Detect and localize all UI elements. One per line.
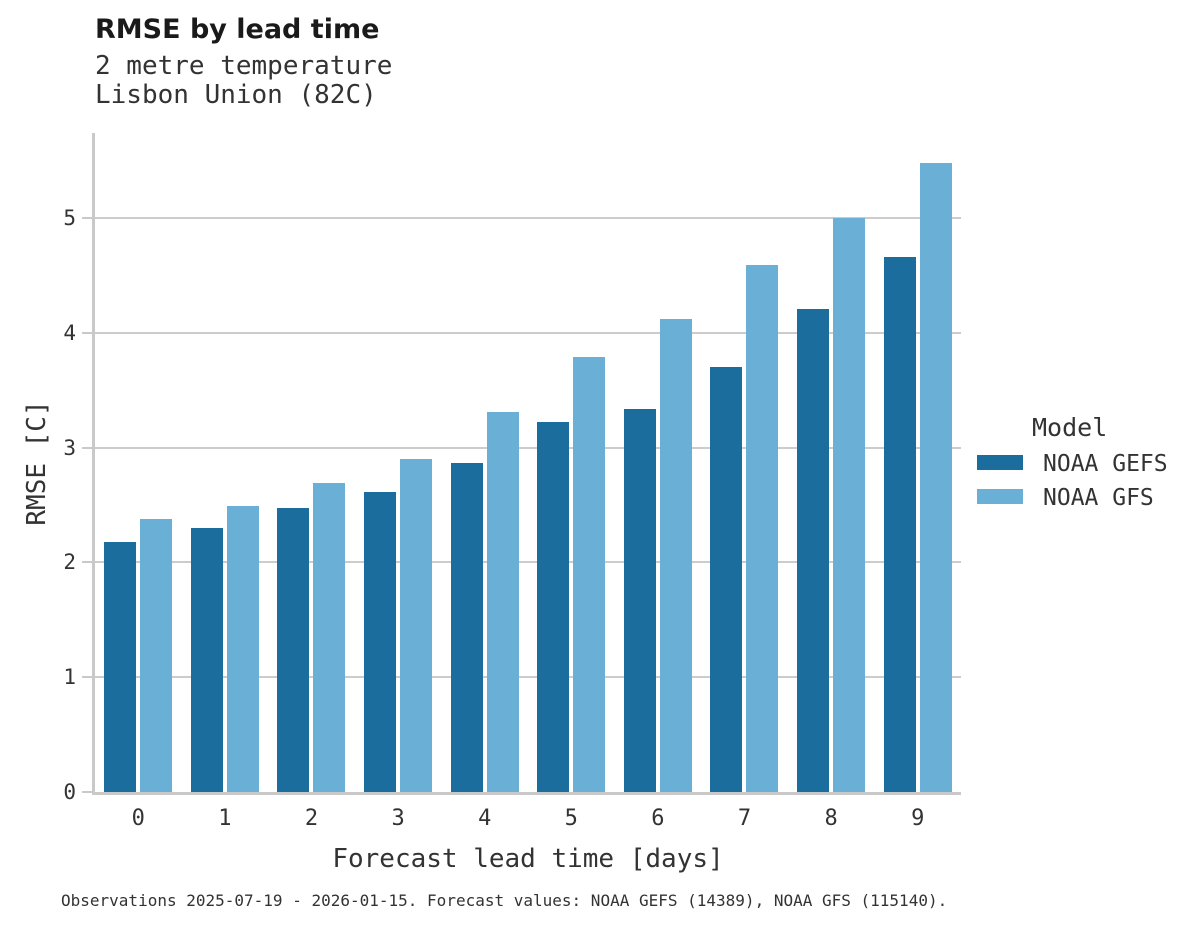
bar-group-day-9	[874, 133, 961, 792]
bar-group-day-2	[268, 133, 355, 792]
bar-group-day-4	[441, 133, 528, 792]
chart-title: RMSE by lead time	[95, 14, 380, 45]
plot-area	[82, 133, 961, 795]
bar-noaa-gefs-day-1	[190, 527, 223, 792]
gridline-y-2	[95, 561, 961, 564]
y-tick-label-5: 5	[63, 205, 76, 230]
y-tick-mark-1	[82, 676, 92, 679]
bar-noaa-gefs-day-5	[537, 422, 570, 792]
bar-noaa-gfs-day-3	[400, 459, 433, 792]
bar-groups	[95, 133, 961, 792]
legend-label-noaa-gefs: NOAA GEFS	[1043, 451, 1168, 477]
bar-group-day-1	[182, 133, 269, 792]
bar-noaa-gefs-day-6	[623, 408, 656, 792]
y-tick-mark-3	[82, 446, 92, 449]
legend-label-noaa-gfs: NOAA GFS	[1043, 485, 1154, 511]
bar-group-day-7	[701, 133, 788, 792]
x-axis-label: Forecast lead time [days]	[332, 844, 724, 874]
x-tick-label-0: 0	[131, 806, 145, 831]
bar-group-day-8	[788, 133, 875, 792]
bar-noaa-gefs-day-0	[104, 541, 137, 792]
y-tick-label-3: 3	[63, 435, 76, 460]
y-tick-label-2: 2	[63, 550, 76, 575]
y-tick-mark-5	[82, 216, 92, 219]
x-tick-label-3: 3	[391, 806, 405, 831]
x-tick-label-7: 7	[737, 806, 752, 831]
chart-subtitle-variable: 2 metre temperature	[95, 51, 393, 81]
gridline-y-1	[95, 676, 961, 679]
caption-text: Observations 2025-07-19 - 2026-01-15. Fo…	[61, 891, 948, 910]
bar-group-day-5	[528, 133, 615, 792]
y-axis-label: RMSE [C]	[22, 400, 52, 526]
x-tick-label-2: 2	[304, 806, 319, 831]
x-tick-label-8: 8	[824, 806, 838, 831]
x-tick-label-6: 6	[651, 806, 665, 831]
y-tick-label-4: 4	[63, 320, 76, 345]
bar-noaa-gefs-day-4	[450, 462, 483, 792]
bar-noaa-gfs-day-2	[313, 483, 346, 792]
y-tick-label-0: 0	[63, 780, 76, 804]
bar-noaa-gfs-day-4	[486, 411, 519, 792]
bar-noaa-gefs-day-9	[883, 257, 916, 792]
bar-group-day-6	[615, 133, 702, 792]
x-tick-label-5: 5	[564, 806, 578, 831]
bar-noaa-gefs-day-7	[710, 367, 743, 792]
x-tick-label-1: 1	[218, 806, 232, 831]
legend-swatch-noaa-gfs	[977, 489, 1023, 504]
chart-subtitle-location: Lisbon Union (82C)	[95, 80, 377, 110]
gridline-y-5	[95, 216, 961, 219]
plot-inner	[82, 133, 961, 793]
bar-noaa-gfs-day-6	[659, 319, 692, 792]
bar-noaa-gfs-day-9	[919, 162, 952, 792]
x-tick-label-4: 4	[478, 806, 492, 831]
bar-noaa-gfs-day-1	[226, 506, 259, 792]
legend-swatch-noaa-gefs	[977, 455, 1023, 470]
y-tick-mark-0	[82, 791, 92, 793]
y-tick-label-1: 1	[63, 665, 76, 690]
bar-group-day-3	[355, 133, 442, 792]
legend-title: Model	[1032, 413, 1108, 442]
y-tick-mark-2	[82, 561, 92, 564]
bar-noaa-gfs-day-0	[140, 518, 173, 792]
bar-noaa-gfs-day-8	[833, 217, 866, 792]
bar-noaa-gefs-day-3	[364, 492, 397, 792]
y-tick-mark-4	[82, 331, 92, 334]
gridline-y-3	[95, 446, 961, 449]
bar-noaa-gefs-day-8	[797, 308, 830, 792]
bar-noaa-gefs-day-2	[277, 508, 310, 792]
bar-group-day-0	[95, 133, 182, 792]
bar-noaa-gfs-day-7	[746, 265, 779, 792]
x-tick-label-9: 9	[911, 806, 925, 831]
bar-noaa-gfs-day-5	[573, 356, 606, 792]
gridline-y-4	[95, 331, 961, 334]
